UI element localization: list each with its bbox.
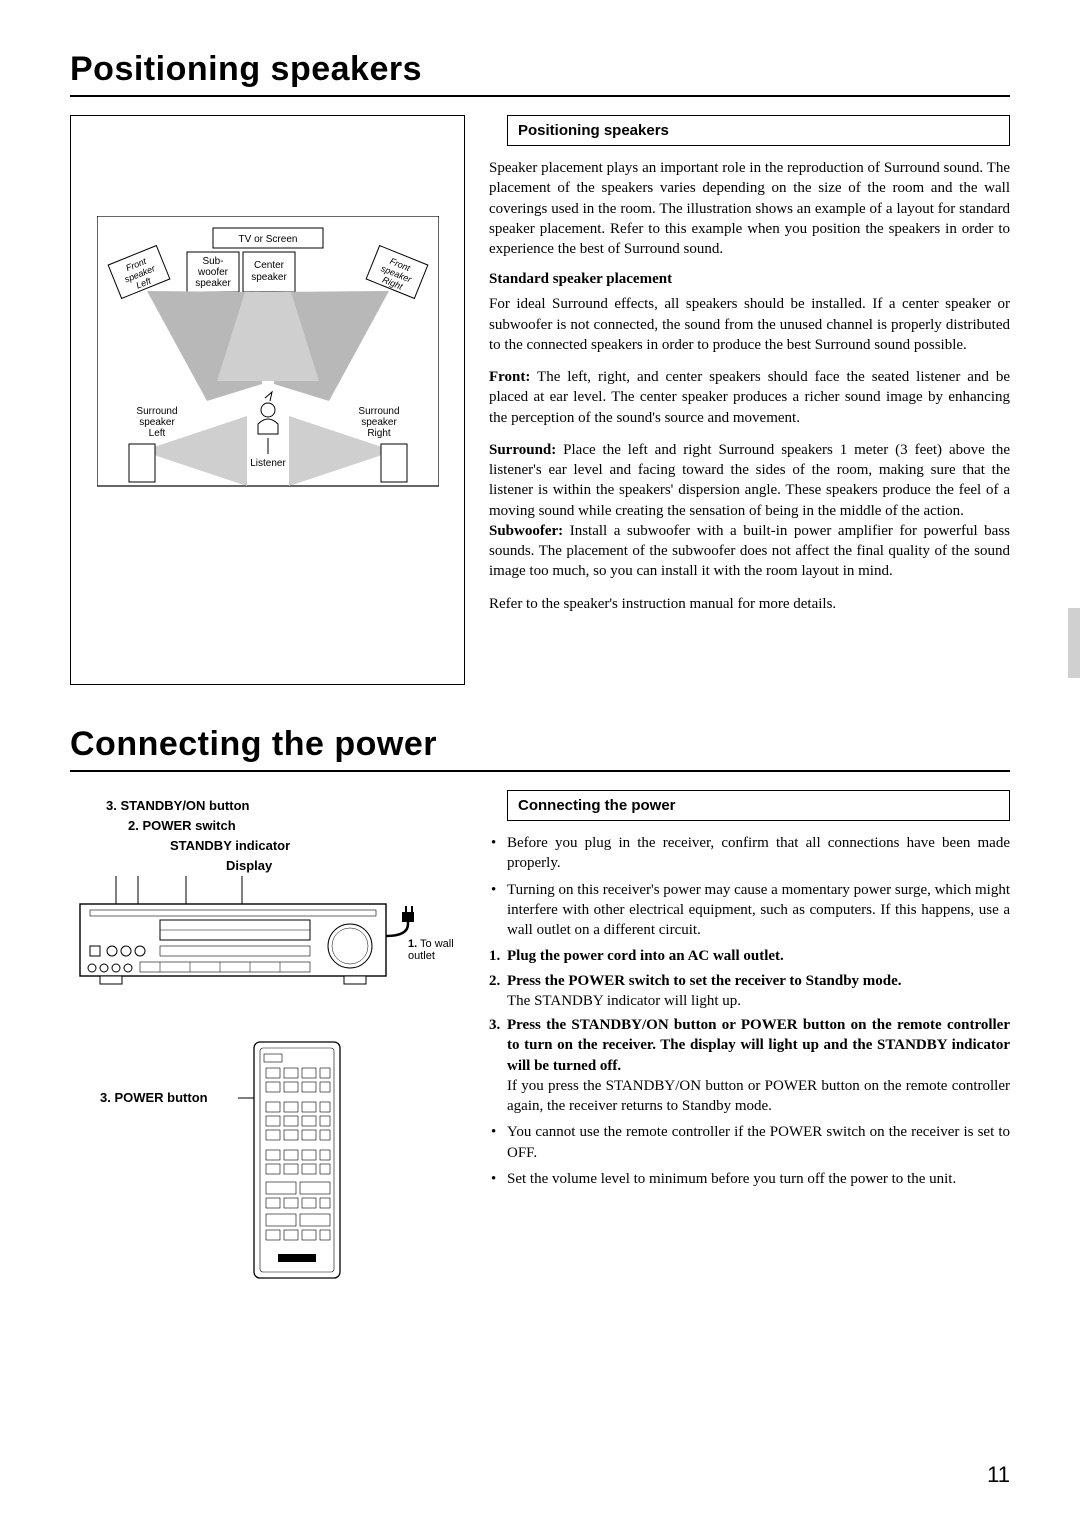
svg-text:Sub-: Sub- — [202, 256, 223, 267]
subwoofer-para: Subwoofer: Install a subwoofer with a bu… — [489, 521, 1010, 582]
box-heading-power: Connecting the power — [507, 790, 1010, 821]
bullets-top: Before you plug in the receiver, confirm… — [489, 833, 1010, 940]
svg-text:Listener: Listener — [250, 458, 286, 469]
intro-text: Speaker placement plays an important rol… — [489, 158, 1010, 259]
list-item: Turning on this receiver's power may cau… — [489, 880, 1010, 941]
section-title-positioning: Positioning speakers — [70, 50, 1010, 97]
diagram-tv-label: TV or Screen — [239, 234, 298, 245]
sub-intro: For ideal Surround effects, all speakers… — [489, 294, 1010, 355]
svg-text:speaker: speaker — [251, 272, 287, 283]
label-standby-ind: STANDBY indicator — [170, 838, 290, 853]
list-item: 1.Plug the power cord into an AC wall ou… — [489, 946, 1010, 966]
section-power: Connecting the power 3. STANDBY/ON butto… — [70, 725, 1010, 1320]
svg-text:speaker: speaker — [195, 278, 231, 289]
speaker-diagram: TV or Screen Sub- woofer speaker Center … — [70, 115, 465, 685]
svg-text:speaker: speaker — [139, 417, 175, 428]
label-standby-on: 3. STANDBY/ON button — [106, 798, 249, 813]
label-power-switch: 2. POWER switch — [128, 818, 236, 833]
list-item: Set the volume level to minimum before y… — [489, 1169, 1010, 1189]
page-number: 11 — [987, 1462, 1010, 1488]
page-tab-marker — [1068, 608, 1080, 678]
section-positioning: Positioning speakers TV or Screen Sub- w… — [70, 50, 1010, 685]
svg-text:Surround: Surround — [358, 406, 399, 417]
surround-para: Surround: Place the left and right Surro… — [489, 440, 1010, 521]
numbered-steps: 1.Plug the power cord into an AC wall ou… — [489, 946, 1010, 1116]
box-heading-positioning: Positioning speakers — [507, 115, 1010, 146]
list-item: You cannot use the remote controller if … — [489, 1122, 1010, 1163]
list-item: Before you plug in the receiver, confirm… — [489, 833, 1010, 874]
power-diagram: 3. STANDBY/ON button 2. POWER switch STA… — [70, 790, 465, 1320]
section-title-power: Connecting the power — [70, 725, 1010, 772]
svg-text:Left: Left — [149, 428, 166, 439]
bullets-bottom: You cannot use the remote controller if … — [489, 1122, 1010, 1189]
list-item: 3.Press the STANDBY/ON button or POWER b… — [489, 1015, 1010, 1116]
svg-text:Right: Right — [367, 428, 391, 439]
list-item: 2.Press the POWER switch to set the rece… — [489, 971, 1010, 1012]
svg-text:Surround: Surround — [136, 406, 177, 417]
label-to-wall: 1. To wall outlet — [408, 938, 454, 962]
label-power-button: 3. POWER button — [100, 1090, 208, 1105]
svg-text:speaker: speaker — [361, 417, 397, 428]
sub-heading-standard: Standard speaker placement — [489, 271, 1010, 288]
svg-text:woofer: woofer — [197, 267, 229, 278]
footer-note: Refer to the speaker's instruction manua… — [489, 594, 1010, 614]
label-display: Display — [226, 858, 272, 873]
front-para: Front: The left, right, and center speak… — [489, 367, 1010, 428]
svg-text:Center: Center — [254, 260, 285, 271]
